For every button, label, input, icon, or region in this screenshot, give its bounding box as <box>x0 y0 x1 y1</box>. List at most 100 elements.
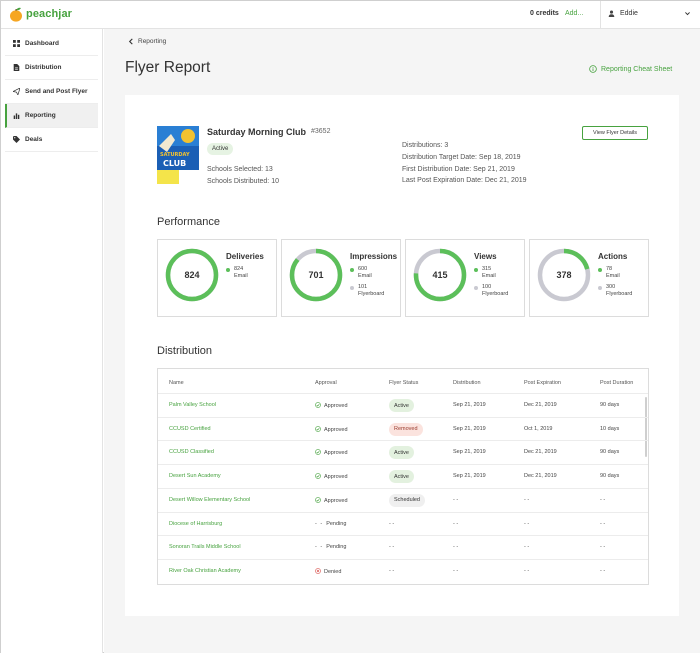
legend-value: 78 <box>606 266 613 272</box>
metric-deliveries: 824 Deliveries 824 Email <box>157 239 277 317</box>
legend-value: 300 <box>606 284 616 290</box>
distribution-table: Name Approval Flyer Status Distribution … <box>157 368 649 585</box>
column-header-post-expiration[interactable]: Post Expiration <box>524 380 561 386</box>
column-header-post-duration[interactable]: Post Duration <box>600 380 634 386</box>
flyer-status-pill: Active <box>389 446 414 460</box>
legend-label: Email <box>606 273 620 279</box>
logo[interactable]: peachjar <box>9 6 72 22</box>
school-name-link[interactable]: Sonoran Trails Middle School <box>169 544 241 551</box>
sidebar-item-deals[interactable]: Deals <box>5 128 98 152</box>
view-flyer-details-button[interactable]: View Flyer Details <box>582 126 648 140</box>
user-menu[interactable]: Eddie <box>608 10 638 17</box>
approval-cell: - - Pending <box>315 521 346 527</box>
approval-cell: Approved <box>315 473 348 481</box>
first-distribution-date: First Distribution Date: Sep 21, 2019 <box>402 165 515 173</box>
donut-ring <box>289 248 343 302</box>
sidebar-item-send-and-post[interactable]: Send and Post Flyer <box>5 80 98 104</box>
post-expiration-date: - - <box>524 567 530 574</box>
donut-ring <box>165 248 219 302</box>
distribution-title: Distribution <box>157 345 213 357</box>
column-header-distribution[interactable]: Distribution <box>453 380 481 386</box>
table-row[interactable]: Desert Willow Elementary School Approved S… <box>158 487 648 512</box>
post-expiration-date: Dec 21, 2019 <box>524 402 557 408</box>
cheat-sheet-label: Reporting Cheat Sheet <box>601 65 673 73</box>
sidebar-item-label: Dashboard <box>25 40 59 47</box>
ring-fill <box>289 248 343 302</box>
metric-total: 701 <box>308 270 324 280</box>
chevron-down-icon[interactable] <box>684 10 691 17</box>
x-circle-icon <box>315 568 321 576</box>
breadcrumb[interactable]: Reporting <box>128 38 166 45</box>
legend-item: 300 Flyerboard <box>598 284 632 298</box>
distribution-info: Distributions: 3 Distribution Target Dat… <box>402 140 527 187</box>
approval-status: Pending <box>326 544 347 551</box>
table-row[interactable]: CCUSD Certified Approved Removed Sep 21, 20… <box>158 416 648 441</box>
school-name-link[interactable]: Desert Sun Academy <box>169 473 221 480</box>
tag-icon <box>13 136 20 143</box>
school-name-link[interactable]: Desert Willow Elementary School <box>169 496 251 503</box>
post-expiration-date: Dec 21, 2019 <box>524 473 557 480</box>
table-row[interactable]: Desert Sun Academy Approved Active Sep 21, … <box>158 464 648 488</box>
school-name-link[interactable]: CCUSD Certified <box>169 425 211 432</box>
credits-count: 0 credits <box>530 10 559 17</box>
approval-cell: Denied <box>315 568 341 576</box>
column-header-flyer-status[interactable]: Flyer Status <box>389 380 419 386</box>
school-name-link[interactable]: Palm Valley School <box>169 402 216 408</box>
post-expiration-date: - - <box>524 496 530 503</box>
approval-cell: Approved <box>315 402 348 410</box>
legend-value: 824 <box>234 266 244 272</box>
post-expiration-date: Dec 21, 2019 <box>524 449 557 456</box>
metric-actions: 378 Actions 78 Email 300 Flyerboard <box>529 239 649 317</box>
table-row[interactable]: River Oak Christian Academy Denied - - - - -… <box>158 558 648 583</box>
legend-dot <box>474 286 478 290</box>
flyer-status-pill: Active <box>389 470 414 484</box>
table-row[interactable]: Palm Valley School Approved Active Sep 21, … <box>158 393 648 417</box>
paper-plane-icon <box>13 88 20 95</box>
post-duration: 90 days <box>600 473 620 480</box>
metric-total: 824 <box>184 270 200 280</box>
document-icon <box>13 64 20 71</box>
approval-status: Approved <box>324 450 348 457</box>
sidebar-item-reporting[interactable]: Reporting <box>5 104 98 128</box>
peach-logo-icon <box>10 7 22 22</box>
sidebar-item-dashboard[interactable]: Dashboard <box>5 32 98 56</box>
metric-impressions: 701 Impressions 600 Email 101 Flyerboard <box>281 239 401 317</box>
table-row[interactable]: CCUSD Classified Approved Active Sep 21, 20… <box>158 440 648 464</box>
approval-status: Approved <box>324 474 348 481</box>
sidebar-item-distribution[interactable]: Distribution <box>5 56 98 80</box>
legend-dot <box>598 286 602 290</box>
school-name-link[interactable]: CCUSD Classified <box>169 449 214 456</box>
main-content: Reporting Flyer Report Reporting Cheat S… <box>104 29 700 653</box>
table-row[interactable]: Diocese of Harrisburg - - Pending - -- -- -… <box>158 511 648 536</box>
approval-cell: - - Pending <box>315 544 346 550</box>
performance-title: Performance <box>157 216 220 228</box>
flyer-status-pill: Scheduled <box>389 493 425 507</box>
check-circle-icon <box>315 496 321 505</box>
table-row[interactable]: Sonoran Trails Middle School - - Pending - … <box>158 535 648 559</box>
legend-item: 78 Email <box>598 266 620 280</box>
legend-dot <box>598 268 602 272</box>
add-credits-link[interactable]: Add... <box>565 10 584 17</box>
post-expiration-date: - - <box>524 544 530 551</box>
flyer-thumbnail[interactable]: SATURDAY CLUB <box>157 126 199 184</box>
column-header-name[interactable]: Name <box>169 380 184 386</box>
sidebar-item-label: Deals <box>25 136 43 143</box>
post-expiration-date: Oct 1, 2019 <box>524 425 553 432</box>
column-header-approval[interactable]: Approval <box>315 380 337 386</box>
user-icon <box>608 10 615 17</box>
cheat-sheet-link[interactable]: Reporting Cheat Sheet <box>589 65 672 73</box>
post-duration: 90 days <box>600 449 620 456</box>
flyer-status-pill: Active <box>389 399 414 412</box>
distributions-count: Distributions: 3 <box>402 142 449 149</box>
ring-fill <box>537 248 591 302</box>
table-scrollbar[interactable] <box>645 397 647 457</box>
post-duration: 90 days <box>600 402 620 408</box>
distribution-date: Sep 21, 2019 <box>453 402 486 408</box>
school-name-link[interactable]: River Oak Christian Academy <box>169 567 241 574</box>
approval-status: Pending <box>326 520 347 527</box>
flyer-status: - - <box>389 544 395 551</box>
school-name-link[interactable]: Diocese of Harrisburg <box>169 520 223 527</box>
user-name: Eddie <box>620 10 638 17</box>
approval-status: Approved <box>324 426 348 433</box>
